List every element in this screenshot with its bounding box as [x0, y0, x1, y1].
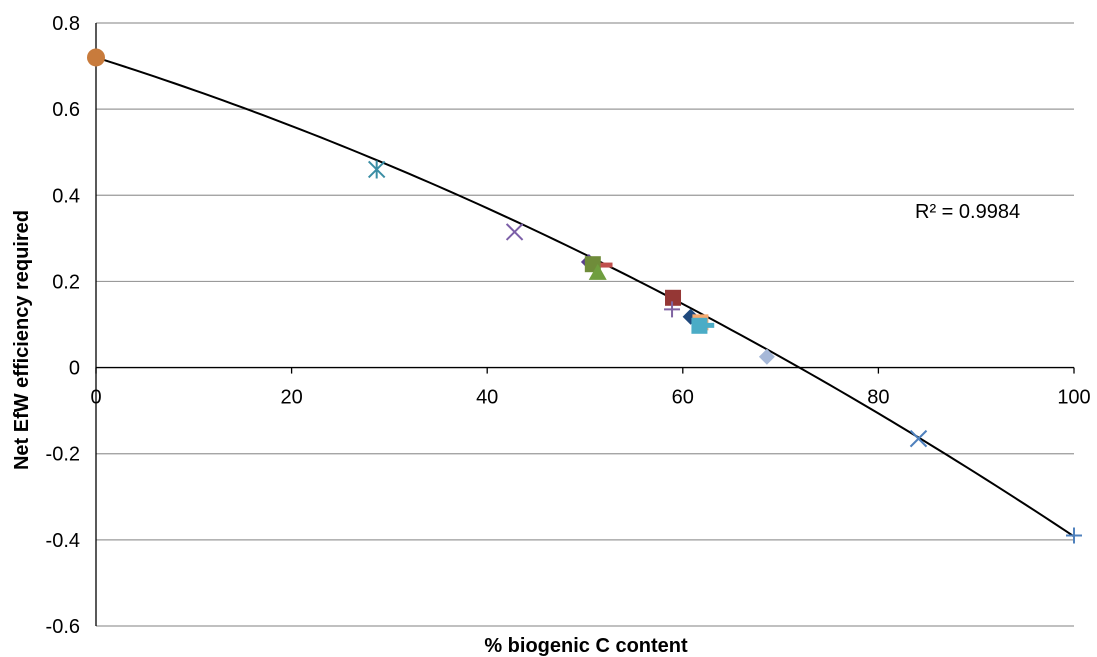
trendline [95, 56, 1075, 538]
data-point-square [691, 317, 708, 334]
x-axis-title: % biogenic C content [484, 635, 688, 657]
data-point-circle [87, 48, 105, 67]
data-point-triangle [588, 263, 607, 280]
data-point-dash [600, 262, 613, 268]
data-point-dash [702, 322, 715, 328]
data-point-square [665, 289, 682, 306]
y-tick-label: -0.6 [46, 616, 80, 638]
y-axis-title: Net EfW efficiency required [11, 210, 33, 470]
data-point-x [505, 223, 524, 241]
x-tick-labels: 0 20 40 60 80 100 [90, 387, 1090, 409]
x-tick-label: 0 [90, 387, 101, 409]
data-point-asterisk [367, 160, 386, 179]
x-tick-label: 80 [867, 387, 889, 409]
y-tick-label: -0.4 [46, 530, 80, 552]
data-point-plus [1066, 527, 1082, 544]
x-tick-label: 20 [280, 387, 302, 409]
axes [95, 23, 1075, 626]
y-tick-label: 0.2 [52, 271, 80, 293]
y-tick-label: 0.8 [52, 13, 80, 35]
gridlines [96, 22, 1074, 627]
y-tick-label: 0.6 [52, 99, 80, 121]
data-points [87, 48, 1082, 544]
data-point-x [909, 429, 928, 448]
x-tick-label: 60 [672, 387, 694, 409]
r-squared-annotation: R² = 0.9984 [915, 201, 1020, 223]
y-tick-label: 0 [69, 358, 80, 380]
x-tick-label: 100 [1057, 387, 1090, 409]
data-point-plus [664, 301, 681, 318]
y-tick-label: 0.4 [52, 185, 80, 207]
y-tick-label: -0.2 [46, 444, 80, 466]
y-tick-labels: -0.6 -0.4 -0.2 0 0.2 0.4 0.6 0.8 [46, 13, 80, 638]
data-point-diamond [758, 348, 775, 365]
x-tick-label: 40 [476, 387, 498, 409]
